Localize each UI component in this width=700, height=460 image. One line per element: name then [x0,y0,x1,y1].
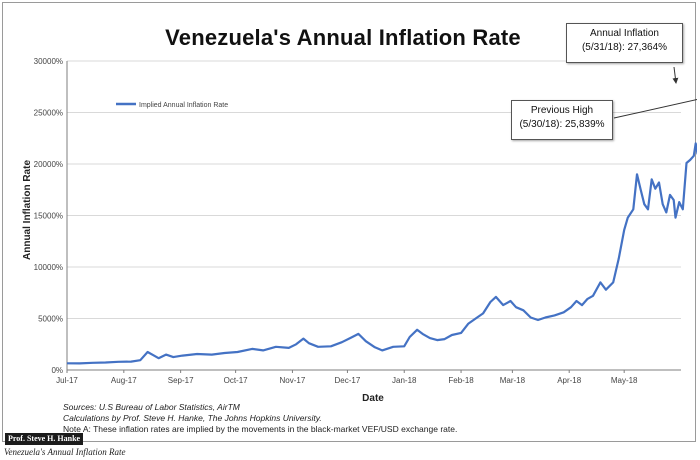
x-tick-label: Nov-17 [280,376,306,385]
x-tick-label: Dec-17 [335,376,361,385]
legend: Implied Annual Inflation Rate [116,102,228,109]
previous-high-arrow [613,99,697,119]
plot-area: 0% 5000% 10000% 15000% 20000% 25000% 30000% Ju… [22,57,697,404]
axes [66,61,681,373]
callout-annual-inflation: Annual Inflation (5/31/18): 27,364% [566,23,683,63]
y-tick-label: 25000% [34,109,63,118]
callout-annual-line2: (5/31/18): 27,364% [581,42,668,53]
x-tick-labels: Jul-17 Aug-17 Sep-17 Oct-17 Nov-17 Dec-17 Jan-… [56,376,638,385]
y-tick-label: 10000% [34,263,63,272]
legend-entry-label: Implied Annual Inflation Rate [139,102,228,109]
image-caption: Venezuela's Annual Inflation Rate [4,447,126,457]
x-tick-label: May-18 [611,376,638,385]
y-tick-label: 0% [51,366,63,375]
x-tick-label: Apr-18 [557,376,582,385]
callout-annual-line1: Annual Inflation [590,28,659,39]
annual-inflation-arrow [672,66,679,84]
chart-figure: Venezuela's Annual Inflation Rate 0% 5000… [2,2,697,442]
x-tick-label: Aug-17 [111,376,137,385]
x-tick-label: Jan-18 [392,376,417,385]
x-tick-label: Sep-17 [168,376,194,385]
y-tick-label: 30000% [34,57,63,66]
callout-previous-line2: (5/30/18): 25,839% [519,119,605,130]
y-axis-label: Annual Inflation Rate [22,160,33,260]
series-layer [66,142,697,365]
sources-line: Sources: U.S Bureau of Labor Statistics,… [63,402,240,412]
y-tick-label: 15000% [34,212,63,221]
y-tick-label: 20000% [34,160,63,169]
x-tick-label: Jul-17 [56,376,78,385]
note-line: Note A: These inflation rates are implie… [63,424,458,434]
y-tick-label: 5000% [38,315,63,324]
series-line-implied-inflation [66,142,697,365]
x-tick-label: Feb-18 [448,376,474,385]
callout-arrows [613,66,697,119]
x-axis-label: Date [362,393,384,404]
x-tick-label: Mar-18 [500,376,526,385]
credit-badge: Prof. Steve H. Hanke [5,433,84,445]
x-tick-label: Oct-17 [224,376,249,385]
sources-notes: Sources: U.S Bureau of Labor Statistics,… [63,402,457,435]
callout-previous-high: Previous High (5/30/18): 25,839% [511,100,613,140]
callout-previous-line1: Previous High [530,105,594,116]
y-tick-labels: 0% 5000% 10000% 15000% 20000% 25000% 30000% [34,57,63,375]
chart-title: Venezuela's Annual Inflation Rate [165,25,521,50]
calculations-line: Calculations by Prof. Steve H. Hanke, Th… [63,413,322,423]
